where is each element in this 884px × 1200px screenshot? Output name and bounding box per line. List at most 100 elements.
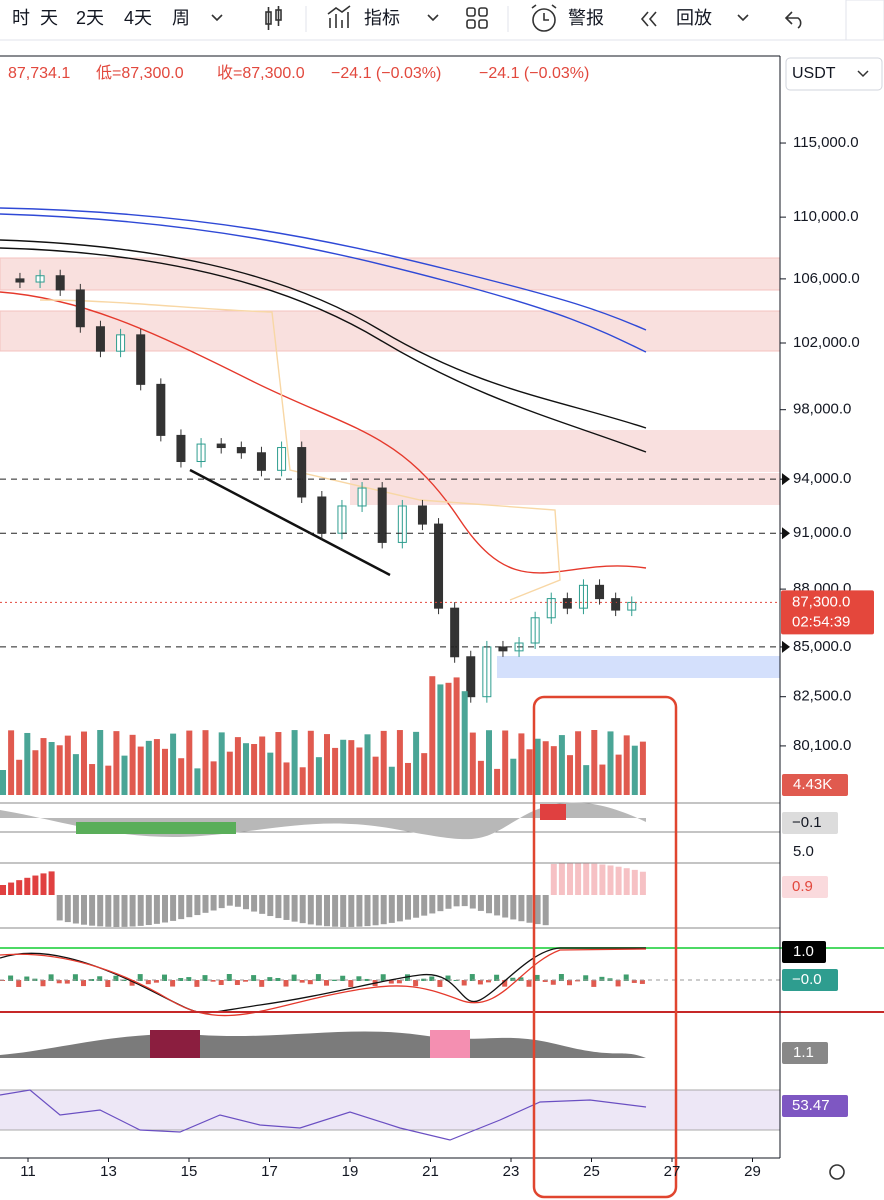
volume-bar <box>32 750 39 795</box>
volume-bar <box>575 731 582 795</box>
macd-bar <box>534 974 540 981</box>
alert-button[interactable]: 警报 <box>568 8 604 28</box>
macd-bar <box>113 975 119 981</box>
volume-bar <box>599 764 606 795</box>
alert-icon[interactable] <box>531 4 557 32</box>
macd-bar <box>56 980 62 984</box>
osc3-badge <box>782 969 838 991</box>
volume-bar <box>615 754 622 795</box>
highlight-box <box>532 695 678 1199</box>
histogram-bar <box>372 895 379 926</box>
volume-bar <box>0 770 6 795</box>
histogram-bar <box>72 895 79 924</box>
volume-bar <box>307 730 314 795</box>
date-tick-label: 21 <box>422 1163 439 1180</box>
demand-zone <box>497 656 780 678</box>
volume-bar <box>170 733 177 795</box>
volume-bar <box>413 731 420 795</box>
more-button[interactable] <box>845 0 884 41</box>
histogram-bar <box>623 868 630 895</box>
interval-day[interactable]: 天 <box>40 8 58 28</box>
supply-zones <box>0 257 781 678</box>
volume-bar <box>56 745 63 795</box>
indicators-icon[interactable] <box>327 5 351 28</box>
price-tick-label: 94,000.0 <box>793 470 851 487</box>
histogram-bar <box>348 895 355 927</box>
date-tick-label: 15 <box>181 1163 198 1180</box>
histogram-bar <box>0 885 6 895</box>
indicators-button[interactable]: 指标 <box>364 8 400 28</box>
histogram-bar <box>162 895 168 923</box>
histogram-bar <box>64 895 71 923</box>
macd-bar <box>445 975 451 981</box>
histogram-bar <box>315 895 322 926</box>
price-tick-label: 98,000.0 <box>793 401 851 418</box>
interval-hour[interactable]: 时 <box>12 8 30 28</box>
osc2-max: 5.0 <box>793 843 814 860</box>
volume-bar <box>226 751 233 795</box>
replay-button[interactable]: 回放 <box>676 8 712 28</box>
price-tick-label: 106,000.0 <box>793 270 860 287</box>
date-tick-label: 17 <box>261 1163 278 1180</box>
histogram-bar <box>97 895 104 927</box>
volume-bar <box>364 734 371 795</box>
macd-bar <box>24 976 30 981</box>
ma-line <box>0 247 647 453</box>
macd-bar <box>332 979 338 981</box>
ohlc-close: 收=87,300.0 <box>217 64 305 82</box>
macd-bar <box>405 974 410 981</box>
volume-bar <box>526 749 533 795</box>
macd-bar <box>251 975 257 981</box>
currency-selector[interactable] <box>785 57 883 91</box>
volume-bar <box>372 756 379 795</box>
volume-bar <box>113 731 120 795</box>
macd-bar <box>396 980 402 984</box>
histogram-bar <box>153 895 160 924</box>
currency-label[interactable]: USDT <box>792 65 836 82</box>
volume-bar <box>591 730 598 795</box>
osc3-max: 1.0 <box>793 943 814 960</box>
settings-button[interactable] <box>829 1164 845 1180</box>
volume-bar <box>275 732 282 795</box>
interval-dropdown[interactable] <box>211 14 223 22</box>
volume-bar <box>494 768 501 795</box>
volume-bar <box>396 730 403 795</box>
volume-bars <box>0 676 646 987</box>
osc4-value: 1.1 <box>793 1044 814 1061</box>
volume-bar <box>81 731 87 795</box>
macd-bar <box>388 980 394 984</box>
histogram-bar <box>210 895 217 911</box>
histogram-bar <box>226 895 233 906</box>
replay-icon[interactable] <box>640 11 657 27</box>
currency-dropdown[interactable] <box>857 70 869 78</box>
histogram-bar <box>575 863 582 895</box>
chart-type-icon[interactable] <box>265 6 282 30</box>
histogram-bar <box>437 895 444 912</box>
volume-bar <box>388 766 395 795</box>
volume-bar <box>202 730 209 795</box>
interval-2day[interactable]: 2天 <box>76 8 104 28</box>
volume-bar <box>623 735 630 795</box>
interval-week[interactable]: 周 <box>172 8 190 28</box>
indicators-dropdown[interactable] <box>427 14 439 22</box>
volume-bar <box>340 739 347 795</box>
replay-dropdown[interactable] <box>737 14 749 22</box>
layouts-icon[interactable] <box>466 7 488 29</box>
price-tick-label: 82,500.0 <box>793 688 851 705</box>
macd-bar <box>340 975 346 981</box>
trend-line <box>189 468 391 577</box>
histogram-bar <box>356 895 363 927</box>
volume-bar <box>121 755 128 795</box>
macd-bar <box>558 974 564 981</box>
macd-bar <box>550 980 556 985</box>
osc1-badge <box>782 812 838 834</box>
histogram-bar <box>461 895 468 907</box>
volume-bar <box>8 730 15 795</box>
ma-line <box>0 239 647 429</box>
price-tick-label: 80,100.0 <box>793 737 851 754</box>
undo-button[interactable] <box>784 11 802 29</box>
histogram-bar <box>137 895 144 926</box>
macd-bar <box>486 980 491 983</box>
interval-4day[interactable]: 4天 <box>124 8 152 28</box>
